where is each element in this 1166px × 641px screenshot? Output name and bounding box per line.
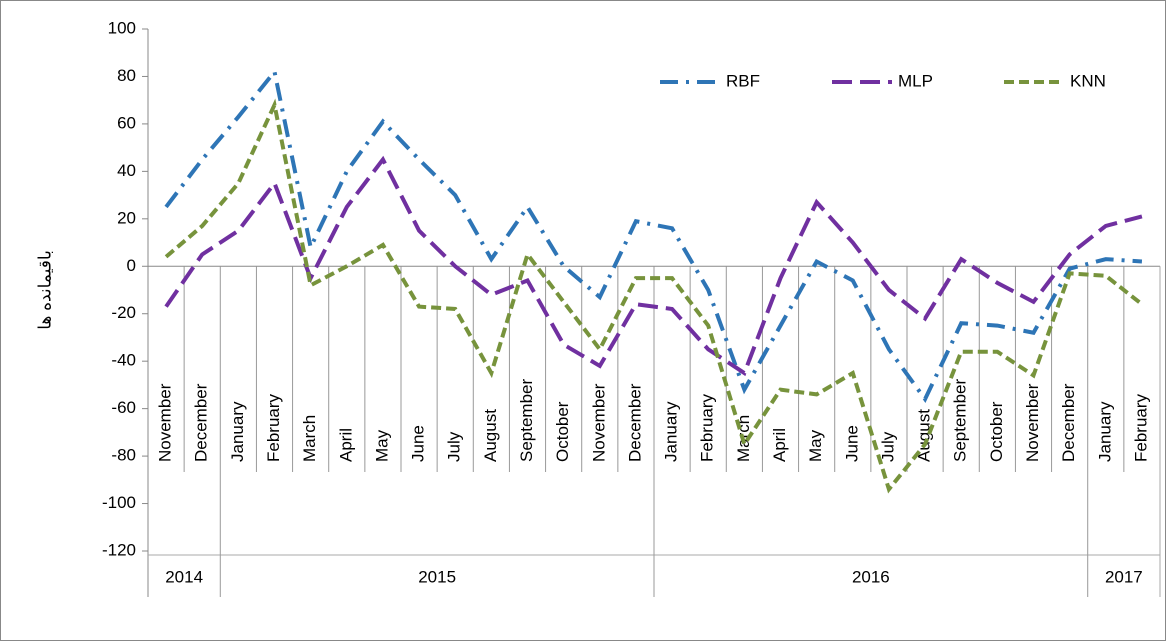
x-tick-label: October xyxy=(987,401,1006,462)
y-tick-label: 60 xyxy=(117,113,136,132)
x-tick-label: December xyxy=(1059,383,1078,462)
x-group-label: 2014 xyxy=(165,567,203,586)
y-tick-label: 80 xyxy=(117,66,136,85)
x-tick-label: May xyxy=(372,429,391,462)
y-tick-label: -80 xyxy=(111,446,136,465)
x-tick-label: June xyxy=(842,425,861,462)
y-tick-label: 20 xyxy=(117,208,136,227)
y-tick-label: -40 xyxy=(111,351,136,370)
x-tick-label: July xyxy=(445,431,464,462)
x-tick-label: April xyxy=(770,428,789,462)
y-axis-label: باقیمانده ها xyxy=(35,250,54,330)
y-tick-label: -100 xyxy=(102,493,136,512)
x-tick-label: April xyxy=(336,428,355,462)
x-tick-label: August xyxy=(915,409,934,462)
x-tick-label: January xyxy=(662,401,681,462)
x-tick-label: January xyxy=(228,401,247,462)
x-tick-label: December xyxy=(625,383,644,462)
x-tick-label: August xyxy=(481,409,500,462)
x-tick-label: March xyxy=(300,415,319,462)
x-tick-label: May xyxy=(806,429,825,462)
series-line xyxy=(164,155,1143,377)
x-tick-label: February xyxy=(698,393,717,462)
x-tick-label: November xyxy=(1023,383,1042,462)
y-tick-label: -60 xyxy=(111,398,136,417)
x-tick-label: June xyxy=(409,425,428,462)
x-group-label: 2017 xyxy=(1105,567,1143,586)
x-tick-label: November xyxy=(156,383,175,462)
x-group-label: 2016 xyxy=(852,567,890,586)
x-tick-label: September xyxy=(517,379,536,462)
y-tick-label: -120 xyxy=(102,540,136,559)
y-tick-label: -20 xyxy=(111,303,136,322)
y-tick-label: 100 xyxy=(108,18,136,37)
x-tick-label: December xyxy=(192,383,211,462)
x-tick-label: November xyxy=(589,383,608,462)
x-tick-label: July xyxy=(878,431,897,462)
x-tick-label: October xyxy=(553,401,572,462)
x-tick-label: February xyxy=(1131,393,1150,462)
y-tick-label: 40 xyxy=(117,161,136,180)
x-group-label: 2015 xyxy=(418,567,456,586)
x-tick-label: January xyxy=(1095,401,1114,462)
x-tick-label: February xyxy=(264,393,283,462)
legend-label: RBF xyxy=(726,71,760,90)
y-tick-label: 0 xyxy=(127,256,136,275)
series-line xyxy=(164,98,1144,494)
x-tick-label: September xyxy=(951,379,970,462)
legend-label: MLP xyxy=(898,71,933,90)
legend-label: KNN xyxy=(1070,71,1106,90)
